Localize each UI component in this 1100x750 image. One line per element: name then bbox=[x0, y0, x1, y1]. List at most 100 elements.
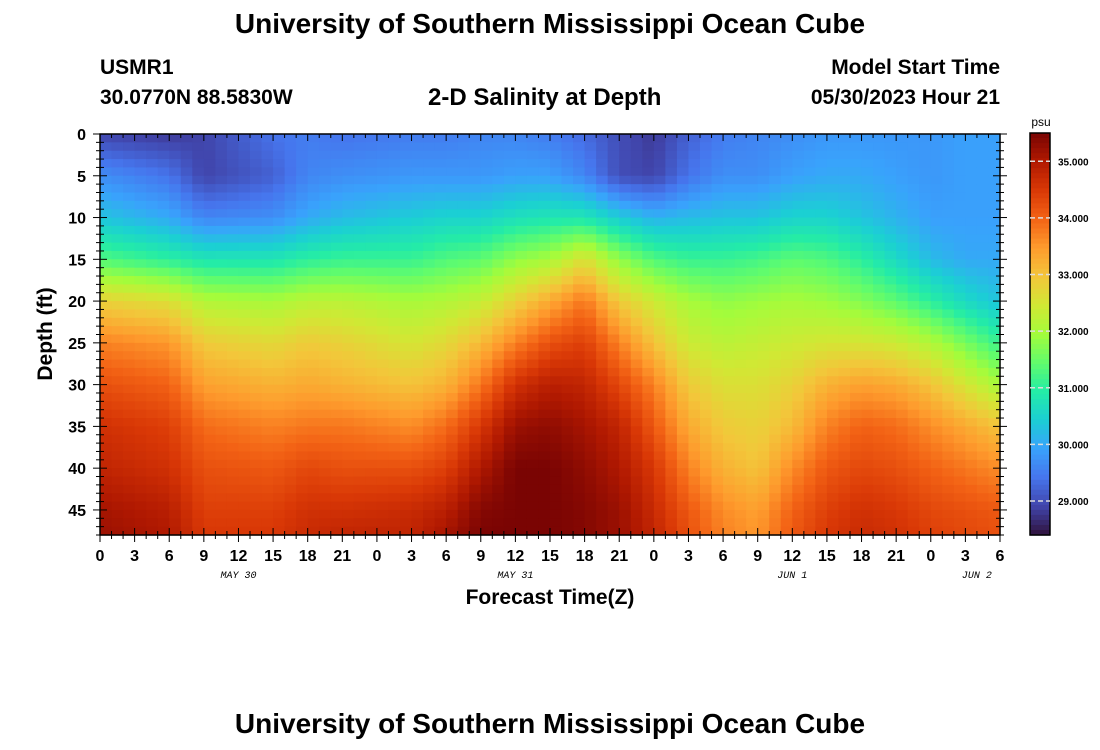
heatmap-cell bbox=[123, 250, 136, 260]
heatmap-cell bbox=[446, 476, 459, 486]
heatmap-cell bbox=[284, 276, 297, 285]
heatmap-cell bbox=[238, 159, 251, 169]
heatmap-cell bbox=[411, 192, 424, 202]
heatmap-cell bbox=[284, 468, 297, 478]
heatmap-cell bbox=[953, 301, 966, 311]
heatmap-cell bbox=[676, 267, 690, 277]
heatmap-cell bbox=[953, 418, 966, 427]
heatmap-cell bbox=[873, 451, 886, 461]
heatmap-cell bbox=[550, 276, 563, 285]
heatmap-cell bbox=[988, 142, 1001, 152]
heatmap-cell bbox=[942, 284, 955, 294]
heatmap-cell bbox=[919, 359, 932, 369]
heatmap-cell bbox=[653, 493, 666, 503]
heatmap-cell bbox=[919, 434, 932, 444]
heatmap-cell bbox=[653, 384, 666, 394]
y-axis-label: Depth (ft) bbox=[34, 287, 57, 380]
heatmap-cell bbox=[584, 192, 597, 202]
heatmap-cell bbox=[538, 159, 551, 169]
heatmap-cell bbox=[296, 192, 309, 202]
heatmap-cell bbox=[169, 184, 182, 194]
heatmap-cell bbox=[365, 401, 378, 411]
heatmap-cell bbox=[400, 484, 413, 494]
heatmap-cell bbox=[134, 384, 147, 394]
heatmap-cell bbox=[676, 392, 690, 402]
heatmap-cell bbox=[630, 351, 643, 361]
heatmap-cell bbox=[157, 434, 170, 444]
heatmap-cell bbox=[757, 476, 770, 486]
heatmap-cell bbox=[111, 351, 124, 361]
heatmap-cell bbox=[653, 351, 666, 361]
heatmap-cell bbox=[815, 276, 828, 285]
heatmap-cell bbox=[226, 184, 240, 194]
heatmap-cell bbox=[342, 267, 355, 277]
heatmap-cell bbox=[284, 426, 297, 436]
heatmap-cell bbox=[919, 493, 932, 503]
heatmap-cell bbox=[607, 134, 620, 143]
heatmap-cell bbox=[630, 526, 643, 536]
heatmap-cell bbox=[723, 409, 736, 419]
y-tick-label: 15 bbox=[68, 252, 86, 269]
heatmap-cell bbox=[976, 526, 990, 536]
heatmap-cell bbox=[134, 225, 147, 235]
heatmap-cell bbox=[607, 284, 620, 294]
heatmap-cell bbox=[746, 476, 759, 486]
heatmap-cell bbox=[376, 242, 390, 252]
heatmap-cell bbox=[988, 184, 1001, 194]
heatmap-cell bbox=[596, 175, 609, 185]
heatmap-cell bbox=[157, 367, 170, 377]
heatmap-cell bbox=[215, 509, 228, 519]
heatmap-cell bbox=[861, 284, 874, 294]
x-tick-label: 9 bbox=[753, 548, 762, 565]
heatmap-cell bbox=[803, 484, 816, 494]
heatmap-cell bbox=[157, 518, 170, 528]
heatmap-cell bbox=[584, 225, 597, 235]
heatmap-cell bbox=[780, 217, 793, 227]
heatmap-cell bbox=[423, 175, 436, 185]
heatmap-cell bbox=[492, 142, 505, 152]
heatmap-cell bbox=[365, 225, 378, 235]
heatmap-cell bbox=[665, 167, 678, 177]
heatmap-cell bbox=[803, 443, 816, 453]
heatmap-cell bbox=[388, 484, 401, 494]
heatmap-cell bbox=[226, 509, 240, 519]
heatmap-cell bbox=[388, 225, 401, 235]
heatmap-cell bbox=[330, 250, 343, 260]
heatmap-cell bbox=[296, 209, 309, 219]
heatmap-cell bbox=[734, 526, 747, 536]
heatmap-cell bbox=[757, 259, 770, 269]
heatmap-cell bbox=[111, 409, 124, 419]
heatmap-cell bbox=[296, 225, 309, 235]
heatmap-cell bbox=[976, 301, 990, 311]
heatmap-cell bbox=[365, 175, 378, 185]
heatmap-cell bbox=[180, 451, 193, 461]
heatmap-cell bbox=[203, 342, 216, 352]
heatmap-cell bbox=[642, 217, 655, 227]
heatmap-cell bbox=[388, 426, 401, 436]
heatmap-cell bbox=[273, 359, 286, 369]
heatmap-cell bbox=[965, 392, 978, 402]
heatmap-cell bbox=[953, 259, 966, 269]
heatmap-cell bbox=[226, 150, 240, 160]
heatmap-cell bbox=[942, 209, 955, 219]
heatmap-cell bbox=[550, 234, 563, 244]
heatmap-cell bbox=[896, 451, 909, 461]
heatmap-cell bbox=[573, 334, 586, 344]
heatmap-cell bbox=[169, 217, 182, 227]
heatmap-cell bbox=[169, 493, 182, 503]
heatmap-cell bbox=[642, 409, 655, 419]
heatmap-cell bbox=[596, 326, 609, 336]
heatmap-cell bbox=[723, 468, 736, 478]
heatmap-cell bbox=[976, 209, 990, 219]
heatmap-cell bbox=[930, 217, 943, 227]
heatmap-cell bbox=[353, 292, 366, 302]
heatmap-cell bbox=[376, 392, 390, 402]
heatmap-cell bbox=[411, 443, 424, 453]
heatmap-cell bbox=[619, 418, 632, 427]
heatmap-cell bbox=[503, 234, 516, 244]
heatmap-cell bbox=[873, 317, 886, 327]
heatmap-cell bbox=[942, 426, 955, 436]
heatmap-cell bbox=[515, 509, 528, 519]
heatmap-cell bbox=[550, 217, 563, 227]
heatmap-cell bbox=[619, 367, 632, 377]
